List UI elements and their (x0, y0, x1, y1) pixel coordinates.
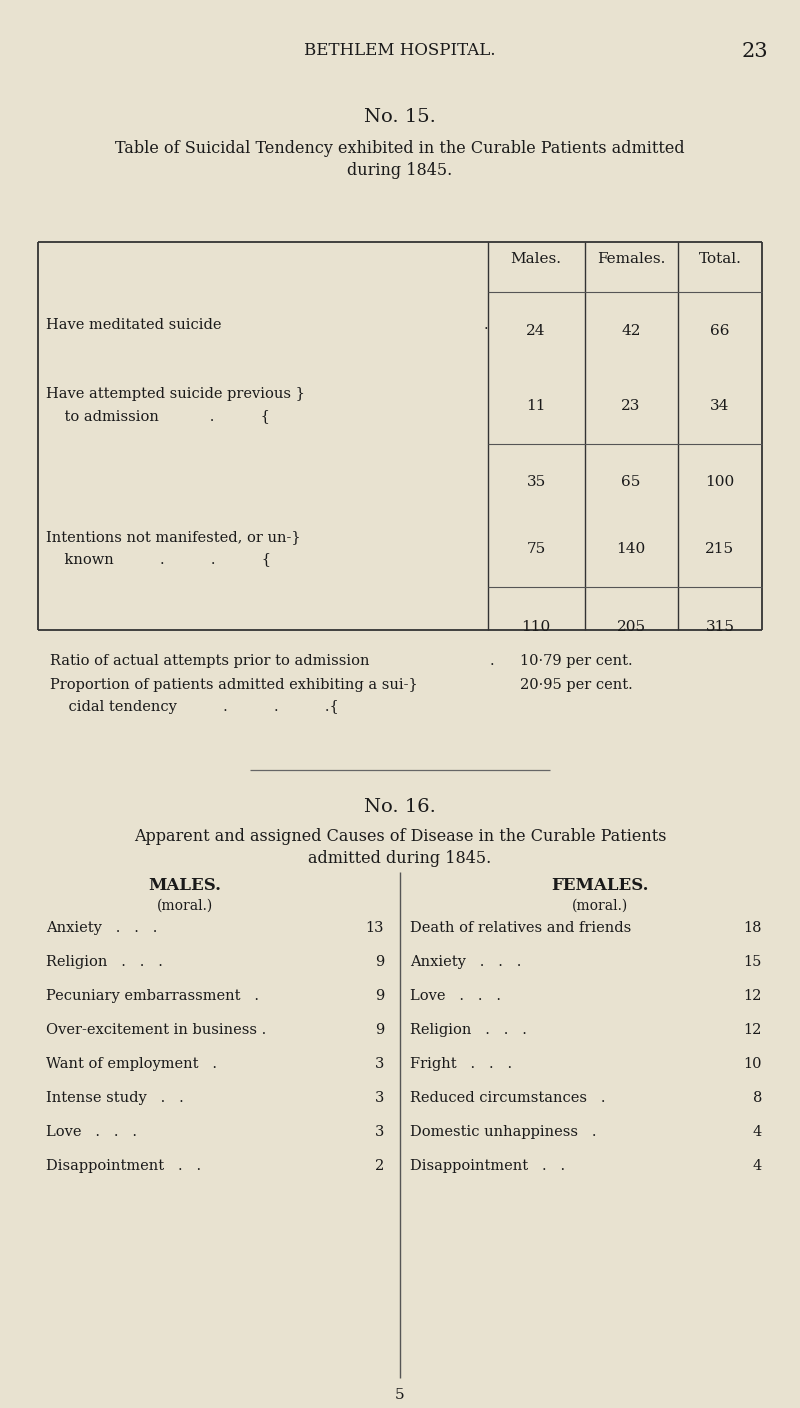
Text: .: . (484, 318, 489, 332)
Text: Females.: Females. (597, 252, 665, 266)
Text: (moral.): (moral.) (157, 898, 213, 912)
Text: Intense study   .   .: Intense study . . (46, 1091, 184, 1105)
Text: Ratio of actual attempts prior to admission: Ratio of actual attempts prior to admiss… (50, 653, 370, 667)
Text: 23: 23 (622, 398, 641, 413)
Text: 75: 75 (526, 542, 546, 556)
Text: Total.: Total. (698, 252, 742, 266)
Text: Love   .   .   .: Love . . . (46, 1125, 137, 1139)
Text: 10·79 per cent.: 10·79 per cent. (520, 653, 633, 667)
Text: Have meditated suicide: Have meditated suicide (46, 318, 222, 332)
Text: Reduced circumstances   .: Reduced circumstances . (410, 1091, 606, 1105)
Text: 12: 12 (744, 988, 762, 1002)
Text: 24: 24 (526, 324, 546, 338)
Text: 12: 12 (744, 1024, 762, 1038)
Text: Pecuniary embarrassment   .: Pecuniary embarrassment . (46, 988, 259, 1002)
Text: cidal tendency          .          .          .{: cidal tendency . . .{ (50, 700, 338, 714)
Text: 9: 9 (374, 1024, 384, 1038)
Text: FEMALES.: FEMALES. (551, 877, 649, 894)
Text: (moral.): (moral.) (572, 898, 628, 912)
Text: 3: 3 (374, 1057, 384, 1071)
Text: 5: 5 (395, 1388, 405, 1402)
Text: 42: 42 (622, 324, 641, 338)
Text: MALES.: MALES. (149, 877, 222, 894)
Text: Males.: Males. (510, 252, 562, 266)
Text: Have attempted suicide previous }: Have attempted suicide previous } (46, 387, 305, 401)
Text: 34: 34 (710, 398, 730, 413)
Text: 13: 13 (366, 921, 384, 935)
Text: Love   .   .   .: Love . . . (410, 988, 501, 1002)
Text: BETHLEM HOSPITAL.: BETHLEM HOSPITAL. (304, 42, 496, 59)
Text: 18: 18 (743, 921, 762, 935)
Text: 65: 65 (622, 474, 641, 489)
Text: No. 16.: No. 16. (364, 798, 436, 817)
Text: 15: 15 (744, 955, 762, 969)
Text: 9: 9 (374, 988, 384, 1002)
Text: 10: 10 (743, 1057, 762, 1071)
Text: No. 15.: No. 15. (364, 108, 436, 125)
Text: 2: 2 (374, 1159, 384, 1173)
Text: 4: 4 (753, 1125, 762, 1139)
Text: Disappointment   .   .: Disappointment . . (410, 1159, 565, 1173)
Text: 3: 3 (374, 1125, 384, 1139)
Text: 35: 35 (526, 474, 546, 489)
Text: Over-excitement in business .: Over-excitement in business . (46, 1024, 266, 1038)
Text: Table of Suicidal Tendency exhibited in the Curable Patients admitted: Table of Suicidal Tendency exhibited in … (115, 139, 685, 158)
Text: 66: 66 (710, 324, 730, 338)
Text: Religion   .   .   .: Religion . . . (46, 955, 163, 969)
Text: 315: 315 (706, 620, 734, 634)
Text: Religion   .   .   .: Religion . . . (410, 1024, 527, 1038)
Text: 9: 9 (374, 955, 384, 969)
Text: during 1845.: during 1845. (347, 162, 453, 179)
Text: 205: 205 (617, 620, 646, 634)
Text: Domestic unhappiness   .: Domestic unhappiness . (410, 1125, 597, 1139)
Text: Proportion of patients admitted exhibiting a sui-}: Proportion of patients admitted exhibiti… (50, 679, 418, 691)
Text: 20·95 per cent.: 20·95 per cent. (520, 679, 633, 691)
Text: Want of employment   .: Want of employment . (46, 1057, 217, 1071)
Text: 100: 100 (706, 474, 734, 489)
Text: Intentions not manifested, or un-}: Intentions not manifested, or un-} (46, 529, 301, 543)
Text: 3: 3 (374, 1091, 384, 1105)
Text: Anxiety   .   .   .: Anxiety . . . (46, 921, 158, 935)
Text: known          .          .          {: known . . { (46, 552, 271, 566)
Text: Apparent and assigned Causes of Disease in the Curable Patients: Apparent and assigned Causes of Disease … (134, 828, 666, 845)
Text: .: . (490, 653, 494, 667)
Text: Fright   .   .   .: Fright . . . (410, 1057, 512, 1071)
Text: 4: 4 (753, 1159, 762, 1173)
Text: 215: 215 (706, 542, 734, 556)
Text: admitted during 1845.: admitted during 1845. (308, 850, 492, 867)
Text: 8: 8 (753, 1091, 762, 1105)
Text: Disappointment   .   .: Disappointment . . (46, 1159, 201, 1173)
Text: 23: 23 (742, 42, 768, 61)
Text: 11: 11 (526, 398, 546, 413)
Text: 140: 140 (616, 542, 646, 556)
Text: 110: 110 (522, 620, 550, 634)
Text: Anxiety   .   .   .: Anxiety . . . (410, 955, 522, 969)
Text: Death of relatives and friends: Death of relatives and friends (410, 921, 631, 935)
Text: to admission           .          {: to admission . { (46, 408, 270, 422)
